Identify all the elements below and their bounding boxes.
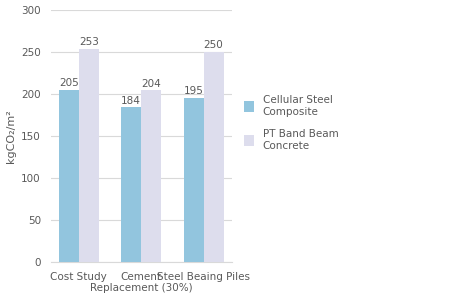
Text: 250: 250: [204, 40, 224, 50]
Y-axis label: kgCO₂/m²: kgCO₂/m²: [5, 109, 16, 163]
Bar: [79, 49, 99, 262]
Bar: [203, 52, 224, 262]
Legend: Cellular Steel
Composite, PT Band Beam
Concrete: Cellular Steel Composite, PT Band Beam C…: [239, 90, 344, 156]
Text: 205: 205: [59, 78, 79, 88]
Bar: [184, 98, 203, 262]
Text: 195: 195: [184, 86, 203, 96]
Bar: [59, 89, 79, 262]
Text: 253: 253: [79, 37, 99, 48]
Bar: [121, 107, 141, 262]
Bar: [141, 90, 161, 262]
Text: 204: 204: [141, 79, 161, 89]
Text: 184: 184: [122, 96, 141, 106]
